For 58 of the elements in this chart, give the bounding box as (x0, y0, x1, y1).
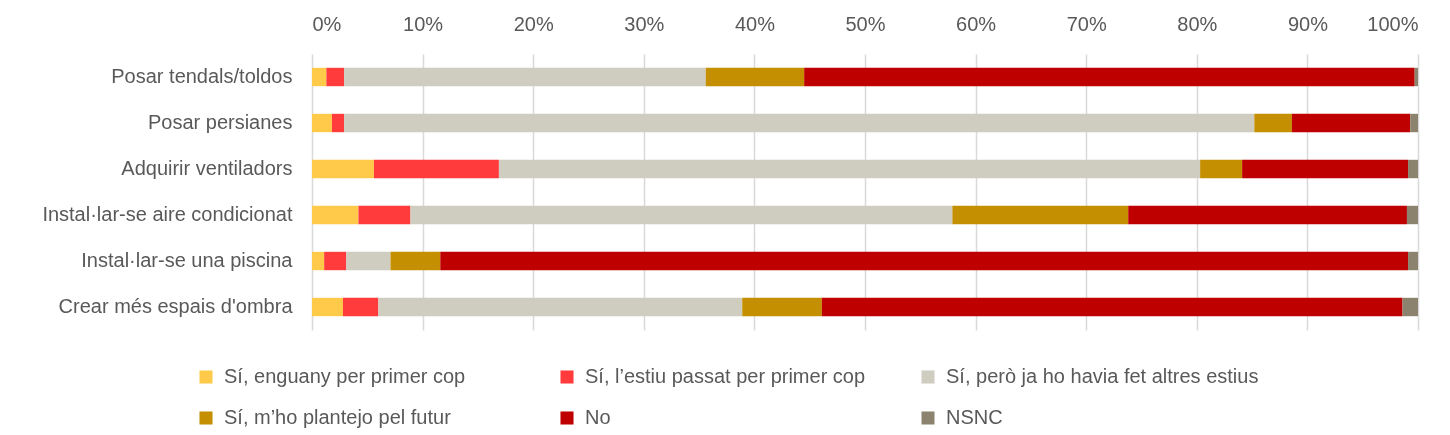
bar (440, 251, 1409, 271)
bar (705, 67, 805, 87)
bar (1128, 205, 1407, 225)
bar (326, 67, 345, 87)
x-tick-label: 90% (1287, 12, 1329, 35)
y-tick-label: Posar tendals/toldos (111, 65, 293, 87)
bar (1254, 113, 1292, 133)
x-tick-label: 10% (403, 12, 444, 35)
x-tick-label: 20% (513, 12, 554, 35)
bar (1406, 205, 1418, 225)
bar (312, 113, 332, 133)
y-tick-label: Instal·lar-se aire condicionat (42, 203, 293, 225)
bar (373, 159, 499, 179)
y-tick-label: Instal·lar-se una piscina (81, 249, 294, 271)
bar (1410, 113, 1418, 133)
legend-label: Sí, m’ho plantejo pel futur (224, 406, 452, 428)
x-tick-label: 50% (845, 12, 886, 35)
bar (358, 205, 411, 225)
bar (342, 297, 379, 317)
y-tick-label: Posar persianes (147, 111, 293, 133)
x-tick-label: 0% (312, 12, 342, 35)
x-tick-label: 60% (956, 12, 997, 35)
bar (312, 205, 359, 225)
x-tick-label: 40% (734, 12, 776, 35)
x-tick-label: 30% (624, 12, 665, 35)
bar (952, 205, 1129, 225)
bar (1242, 159, 1409, 179)
bar (1408, 159, 1418, 179)
bar (312, 297, 343, 317)
bar (324, 251, 347, 271)
x-tick-label: 100% (1367, 12, 1419, 35)
bar (344, 113, 1255, 133)
bar (378, 297, 743, 317)
x-tick-label: 70% (1066, 12, 1107, 35)
legend-label: Sí, però ja ho havia fet altres estius (946, 365, 1259, 387)
legend-label: Sí, l’estiu passat per primer cop (585, 365, 866, 387)
bar (346, 251, 391, 271)
bar (312, 67, 327, 87)
bar (1402, 297, 1418, 317)
legend-label: No (585, 406, 611, 428)
legend-label: NSNC (946, 406, 1003, 428)
bar (821, 297, 1403, 317)
legend-label: Sí, enguany per primer cop (224, 365, 466, 387)
bar (1200, 159, 1243, 179)
bar (390, 251, 441, 271)
x-tick-label: 80% (1177, 12, 1218, 35)
bar (1408, 251, 1418, 271)
y-tick-label: Crear més espais d'ombra (58, 295, 294, 317)
bar (1291, 113, 1411, 133)
bar (331, 113, 345, 133)
bar (312, 251, 325, 271)
y-tick-label: Adquirir ventiladors (121, 157, 293, 179)
bar (498, 159, 1201, 179)
bar (804, 67, 1415, 87)
bar (410, 205, 953, 225)
bar (742, 297, 822, 317)
bar (312, 159, 374, 179)
bar (344, 67, 706, 87)
